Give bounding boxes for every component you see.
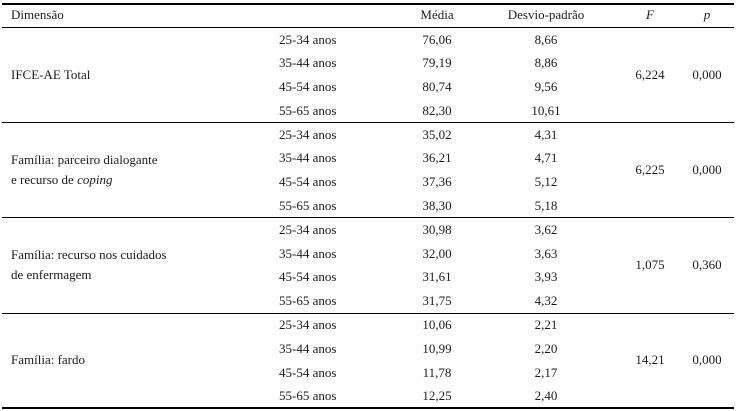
header-media: Média (402, 4, 472, 28)
f-value: 1,075 (635, 257, 665, 273)
table-row: Família: fardo 25-34 anos 10,06 2,21 14,… (2, 313, 734, 367)
sd-value: 5,12 (534, 174, 558, 190)
dimension-line-1: IFCE-AE Total (11, 67, 91, 83)
table-row: Família: parceiro dialogante e recurso d… (2, 123, 734, 187)
table-row: Família: recurso nos cuidados de enferma… (2, 218, 734, 282)
dimension-line-2: e recurso de coping (11, 172, 113, 188)
sd-value: 8,66 (534, 31, 558, 47)
table-header: Dimensão Média Desvio-padrão F p (2, 4, 734, 28)
media-value: 37,36 (422, 174, 452, 190)
table-row: 35-44 anos 32,00 3,63 (2, 242, 734, 266)
header-row: Dimensão Média Desvio-padrão F p (2, 4, 734, 28)
age-group-cell: 35-44 anos (279, 340, 337, 356)
f-value: 6,224 (635, 67, 665, 83)
header-p-value: p (680, 4, 734, 28)
f-value: 6,225 (635, 162, 665, 178)
media-value: 10,99 (422, 340, 452, 356)
table-row: 45-54 anos 31,61 3,93 (2, 265, 734, 289)
media-value: 10,06 (422, 317, 452, 333)
header-desvio-padrao: Desvio-padrão (472, 4, 620, 28)
sd-value: 4,31 (534, 126, 558, 142)
table-row: 45-54 anos 37,36 5,12 (2, 170, 734, 194)
age-group-cell: 35-44 anos (279, 150, 337, 166)
age-group-cell: 55-65 anos (279, 102, 337, 118)
media-value: 11,78 (422, 364, 452, 380)
table-row: 35-44 anos 79,19 8,86 (2, 51, 734, 75)
p-value: 0,360 (692, 257, 722, 273)
media-value: 36,21 (422, 150, 452, 166)
table-row: IFCE-AE Total 25-34 anos 76,06 8,66 6,22… (2, 28, 734, 82)
age-group-cell: 45-54 anos (279, 269, 337, 285)
dimension-label: IFCE-AE Total (2, 28, 270, 123)
dimension-label: Família: recurso nos cuidados de enferma… (2, 218, 270, 313)
age-group-cell: 55-65 anos (279, 292, 337, 308)
group-familia-fardo: Família: fardo 25-34 anos 10,06 2,21 14,… (2, 313, 734, 408)
sd-value: 4,71 (534, 150, 558, 166)
table-row: 45-54 anos 80,74 9,56 (2, 75, 734, 99)
header-age-group (270, 4, 402, 28)
table-row: 45-54 anos 11,78 2,17 (2, 361, 734, 385)
f-value: 14,21 (635, 352, 665, 368)
table-row: 35-44 anos 10,99 2,20 (2, 337, 734, 361)
age-group-cell: 25-34 anos (279, 317, 337, 333)
group-ifce-ae-total: IFCE-AE Total 25-34 anos 76,06 8,66 6,22… (2, 28, 734, 123)
dimension-line-2: de enfermagem (11, 267, 92, 283)
age-group-cell: 35-44 anos (279, 245, 337, 261)
sd-value: 3,93 (534, 269, 558, 285)
age-group-cell: 55-65 anos (279, 197, 337, 213)
age-group-cell: 25-34 anos (279, 31, 337, 47)
dimension-label: Família: fardo (2, 313, 270, 408)
media-value: 76,06 (422, 31, 452, 47)
dimension-line-1: Família: fardo (11, 352, 86, 368)
sd-value: 3,62 (534, 222, 558, 238)
age-group-cell: 25-34 anos (279, 222, 337, 238)
age-group-cell: 25-34 anos (279, 126, 337, 142)
dimension-line-1: Família: parceiro dialogante (11, 152, 158, 168)
p-value: 0,000 (692, 352, 722, 368)
sd-value: 2,20 (534, 340, 558, 356)
sd-value: 2,17 (534, 364, 558, 380)
table-row: 35-44 anos 36,21 4,71 (2, 146, 734, 170)
p-value: 0,000 (692, 162, 722, 178)
media-value: 30,98 (422, 222, 452, 238)
p-value: 0,000 (692, 67, 722, 83)
media-value: 31,61 (422, 269, 452, 285)
group-familia-recurso-cuidados: Família: recurso nos cuidados de enferma… (2, 217, 734, 313)
sd-value: 10,61 (531, 102, 561, 118)
header-f-statistic: F (620, 4, 680, 28)
media-value: 82,30 (422, 102, 452, 118)
statistics-table: Dimensão Média Desvio-padrão F p IFCE-AE… (2, 3, 734, 410)
sd-value: 2,21 (534, 317, 558, 333)
media-value: 32,00 (422, 245, 452, 261)
dimension-label: Família: parceiro dialogante e recurso d… (2, 123, 270, 218)
sd-value: 9,56 (534, 78, 558, 94)
table-row: 55-65 anos 31,75 4,32 (2, 289, 734, 313)
group-familia-parceiro-dialogante: Família: parceiro dialogante e recurso d… (2, 122, 734, 218)
table-row: 55-65 anos 82,30 10,61 (2, 99, 734, 123)
dimension-italic-word: coping (77, 172, 113, 188)
age-group-cell: 45-54 anos (279, 364, 337, 380)
sd-value: 3,63 (534, 245, 558, 261)
media-value: 79,19 (422, 55, 452, 71)
age-group-cell: 45-54 anos (279, 78, 337, 94)
media-value: 12,25 (422, 387, 452, 403)
age-group-cell: 55-65 anos (279, 387, 337, 403)
media-value: 31,75 (422, 292, 452, 308)
dimension-line-1: Família: recurso nos cuidados (11, 247, 167, 263)
age-group-cell: 45-54 anos (279, 174, 337, 190)
sd-value: 4,32 (534, 292, 558, 308)
media-value: 80,74 (422, 78, 452, 94)
sd-value: 2,40 (534, 387, 558, 403)
sd-value: 8,86 (534, 55, 558, 71)
sd-value: 5,18 (534, 197, 558, 213)
table-row: 55-65 anos 12,25 2,40 (2, 384, 734, 408)
header-dimension: Dimensão (2, 4, 270, 28)
table-row: 55-65 anos 38,30 5,18 (2, 194, 734, 218)
media-value: 38,30 (422, 197, 452, 213)
age-group-cell: 35-44 anos (279, 55, 337, 71)
media-value: 35,02 (422, 126, 452, 142)
